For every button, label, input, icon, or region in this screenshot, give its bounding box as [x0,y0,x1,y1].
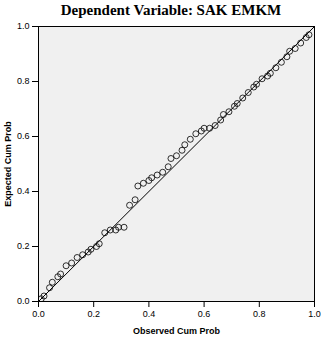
svg-text:0.4: 0.4 [143,309,156,319]
svg-text:0.2: 0.2 [87,309,100,319]
svg-text:1.0: 1.0 [17,21,30,31]
svg-text:1.0: 1.0 [308,309,321,319]
html-text:Dependent Variable: SAK EMKM: Dependent Variable: SAK EMKM [60,2,282,18]
svg-text:0.6: 0.6 [198,309,211,319]
svg-text:0.2: 0.2 [17,241,30,251]
svg-text:Expected Cum Prob: Expected Cum Prob [3,121,13,207]
svg-text:0.0: 0.0 [17,296,30,306]
svg-text:0.4: 0.4 [17,186,30,196]
svg-text:0.8: 0.8 [253,309,266,319]
svg-text:0.6: 0.6 [17,131,30,141]
svg-text:Observed Cum Prob: Observed Cum Prob [133,326,221,336]
svg-text:0.8: 0.8 [17,76,30,86]
svg-text:0.0: 0.0 [32,309,45,319]
